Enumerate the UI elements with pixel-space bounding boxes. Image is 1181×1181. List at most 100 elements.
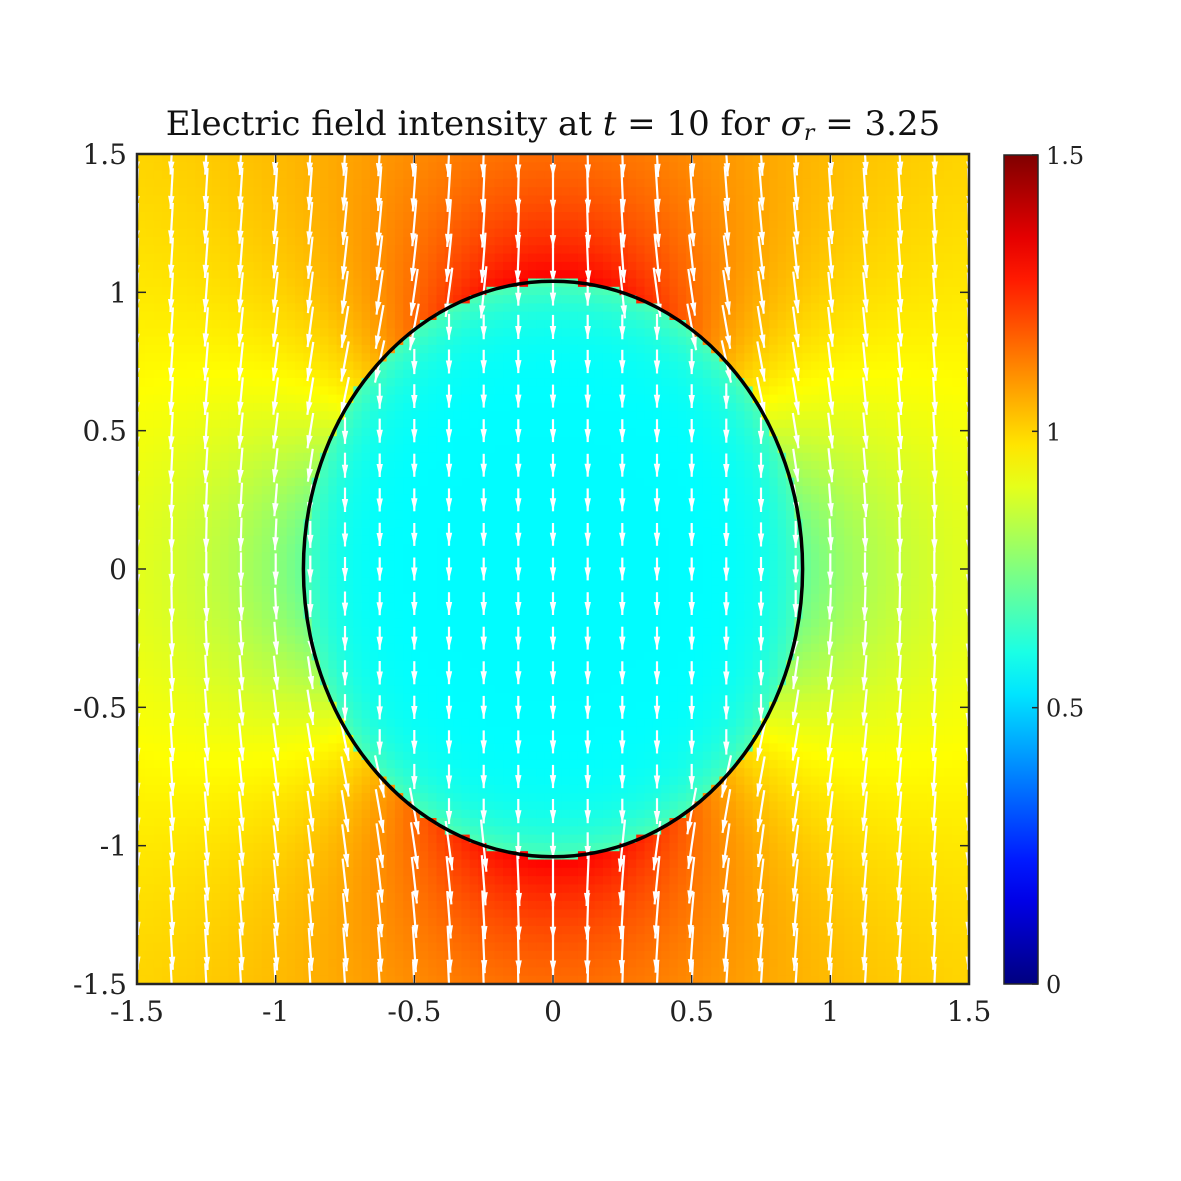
heatmap-cell [153, 253, 163, 263]
heatmap-cell [503, 203, 512, 213]
heatmap-cell [436, 261, 446, 271]
heatmap-cell [253, 486, 263, 495]
heatmap-cell [469, 917, 479, 927]
heatmap-cell [369, 959, 379, 968]
heatmap-cell [494, 593, 504, 603]
heatmap-cell [253, 245, 263, 255]
heatmap-cell [494, 759, 504, 769]
heatmap-cell [461, 378, 471, 387]
heatmap-cell [486, 735, 496, 744]
heatmap-cell [511, 751, 521, 761]
heatmap-cell [519, 535, 529, 545]
heatmap-cell [137, 510, 146, 520]
heatmap-cell [536, 793, 546, 802]
heatmap-cell [503, 220, 512, 230]
heatmap-cell [336, 461, 346, 470]
heatmap-cell [519, 336, 529, 346]
heatmap-cell [519, 270, 529, 280]
heatmap-cell [211, 361, 221, 371]
heatmap-cell [261, 278, 271, 288]
heatmap-cell [178, 569, 188, 578]
heatmap-cell [453, 170, 463, 180]
heatmap-cell [161, 652, 171, 661]
heatmap-cell [528, 477, 537, 487]
heatmap-cell [345, 320, 354, 329]
heatmap-cell [428, 867, 438, 877]
heatmap-cell [419, 494, 429, 504]
heatmap-cell [536, 867, 546, 877]
heatmap-cell [394, 602, 404, 612]
heatmap-cell [278, 469, 288, 479]
heatmap-cell [361, 610, 371, 620]
heatmap-cell [203, 867, 213, 877]
heatmap-cell [220, 320, 230, 329]
heatmap-cell [278, 187, 288, 197]
heatmap-cell [386, 652, 396, 661]
heatmap-cell [328, 876, 338, 885]
heatmap-cell [369, 220, 379, 230]
heatmap-cell [461, 220, 471, 230]
heatmap-cell [178, 403, 188, 412]
heatmap-cell [345, 261, 354, 271]
heatmap-cell [486, 361, 496, 371]
heatmap-cell [469, 444, 479, 454]
heatmap-cell [419, 444, 429, 454]
heatmap-cell [519, 560, 529, 570]
heatmap-cell [245, 610, 255, 620]
heatmap-cell [261, 195, 271, 205]
heatmap-cell [137, 676, 146, 686]
heatmap-cell [411, 502, 421, 512]
heatmap-cell [419, 776, 429, 786]
heatmap-cell [394, 569, 404, 578]
heatmap-cell [295, 967, 304, 977]
heatmap-cell [203, 286, 213, 296]
heatmap-cell [453, 660, 463, 670]
title-sigma-symbol: σ [780, 104, 804, 144]
heatmap-cell [394, 743, 404, 753]
heatmap-cell [345, 660, 354, 670]
heatmap-cell [261, 477, 271, 487]
heatmap-cell [211, 950, 221, 960]
heatmap-cell [478, 660, 488, 670]
heatmap-cell [453, 162, 463, 172]
heatmap-cell [469, 602, 479, 612]
heatmap-cell [494, 818, 504, 827]
heatmap-cell [228, 660, 238, 670]
heatmap-cell [137, 237, 146, 246]
heatmap-cell [320, 552, 329, 562]
heatmap-cell [261, 826, 271, 836]
heatmap-cell [469, 195, 479, 205]
heatmap-cell [519, 253, 529, 263]
heatmap-cell [411, 411, 421, 421]
heatmap-cell [403, 884, 413, 894]
heatmap-cell [311, 170, 321, 180]
heatmap-cell [369, 967, 379, 977]
heatmap-cell [519, 369, 529, 379]
heatmap-cell [403, 793, 413, 802]
heatmap-cell [245, 784, 255, 794]
heatmap-cell [486, 668, 496, 678]
heatmap-cell [361, 676, 371, 686]
heatmap-cell [178, 527, 188, 537]
heatmap-cell [170, 394, 180, 404]
heatmap-cell [195, 892, 205, 902]
heatmap-cell [161, 801, 171, 811]
heatmap-cell [253, 834, 263, 844]
heatmap-cell [411, 718, 421, 728]
heatmap-cell [403, 818, 413, 827]
heatmap-cell [186, 901, 196, 910]
heatmap-cell [345, 278, 354, 288]
heatmap-cell [453, 784, 463, 794]
heatmap-cell [494, 701, 504, 711]
heatmap-cell [544, 303, 554, 313]
heatmap-cell [228, 643, 238, 653]
heatmap-cell [519, 510, 529, 520]
heatmap-cell [511, 685, 521, 695]
heatmap-cell [253, 751, 263, 761]
heatmap-cell [320, 278, 329, 288]
heatmap-cell [469, 668, 479, 678]
heatmap-cell [386, 328, 396, 338]
heatmap-cell [511, 593, 521, 603]
heatmap-cell [278, 759, 288, 769]
heatmap-cell [161, 419, 171, 429]
